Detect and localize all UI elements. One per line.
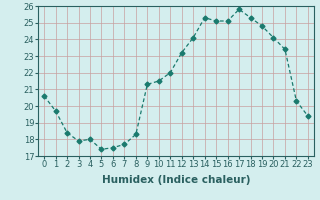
X-axis label: Humidex (Indice chaleur): Humidex (Indice chaleur) bbox=[102, 175, 250, 185]
